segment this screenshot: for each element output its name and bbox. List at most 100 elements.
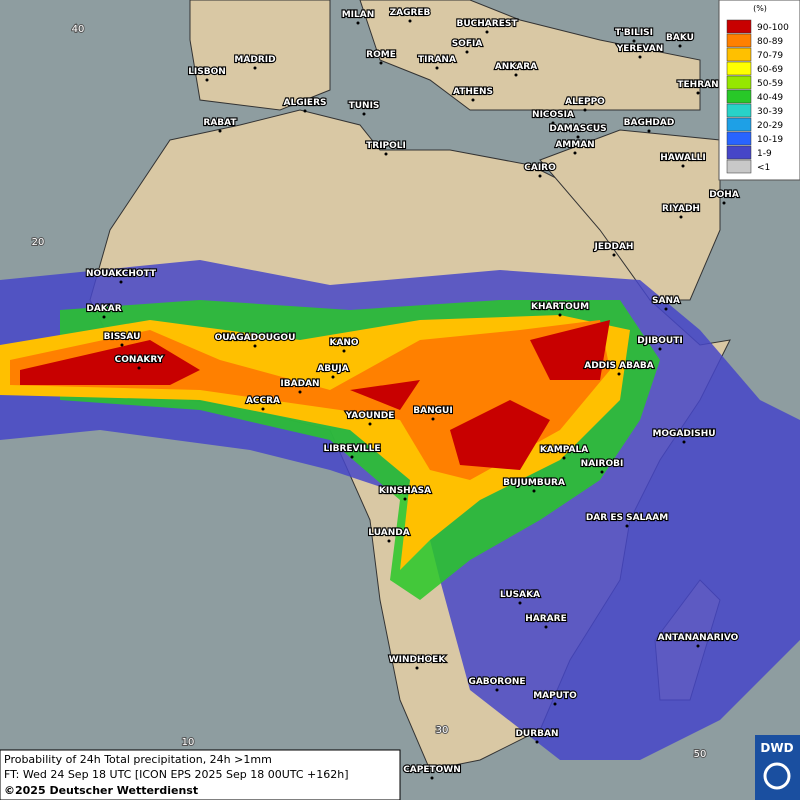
city-label: BUCHAREST: [457, 19, 519, 29]
city-label: ANTANANARIVO: [658, 633, 739, 643]
city-label: BUJUMBURA: [503, 478, 565, 488]
city-dot: [514, 73, 518, 77]
city-label: DAMASCUS: [549, 124, 606, 134]
city-label: ADDIS ABABA: [584, 361, 654, 371]
city-label: DAR ES SALAAM: [586, 513, 668, 523]
legend-swatch: [726, 33, 752, 48]
grid-label: 40: [72, 24, 85, 35]
legend-swatch: [726, 75, 752, 90]
city-label: SANA: [652, 296, 680, 306]
city-dot: [102, 315, 106, 319]
legend-swatch: [726, 117, 752, 132]
city-dot: [562, 456, 566, 460]
city-label: CAIRO: [524, 163, 556, 173]
city-dot: [218, 129, 222, 133]
city-dot: [544, 625, 548, 629]
city-dot: [647, 129, 651, 133]
city-label: MOGADISHU: [652, 429, 715, 439]
city-label: KINSHASA: [379, 486, 431, 496]
footer-line: FT: Wed 24 Sep 18 UTC [ICON EPS 2025 Sep…: [4, 768, 349, 781]
city-label: LUSAKA: [500, 590, 540, 600]
city-dot: [119, 280, 123, 284]
city-label: GABORONE: [468, 677, 525, 687]
city-label: DURBAN: [515, 729, 558, 739]
city-dot: [681, 164, 685, 168]
city-dot: [518, 601, 522, 605]
city-label: BAKU: [666, 33, 694, 43]
legend-label: 30-39: [757, 107, 783, 117]
city-label: MAPUTO: [533, 691, 577, 701]
city-label: KAMPALA: [540, 445, 588, 455]
city-label: TEHRAN: [677, 80, 718, 90]
city-dot: [350, 455, 354, 459]
legend-label: 80-89: [757, 37, 783, 47]
legend-label: 60-69: [757, 65, 783, 75]
city-label: JEDDAH: [594, 242, 634, 252]
city-label: BANGUI: [413, 406, 452, 416]
city-dot: [600, 470, 604, 474]
city-dot: [664, 307, 668, 311]
logo-icon: [763, 762, 791, 790]
grid-label: 20: [32, 237, 45, 248]
city-dot: [535, 740, 539, 744]
city-dot: [379, 61, 383, 65]
city-label: AMMAN: [555, 140, 594, 150]
city-dot: [583, 108, 587, 112]
city-label: RIYADH: [662, 204, 700, 214]
city-dot: [415, 666, 419, 670]
city-dot: [696, 644, 700, 648]
city-label: ANKARA: [495, 62, 537, 72]
city-dot: [298, 390, 302, 394]
city-label: KHARTOUM: [531, 302, 589, 312]
footer-line: Probability of 24h Total precipitation, …: [4, 753, 272, 766]
legend-swatch: [726, 103, 752, 118]
city-dot: [658, 347, 662, 351]
city-label: WINDHOEK: [389, 655, 447, 665]
precip-max: [20, 320, 610, 470]
city-label: NICOSIA: [532, 110, 574, 120]
city-dot: [632, 39, 636, 43]
grid-label: 10: [182, 737, 195, 748]
legend-swatch: [726, 19, 752, 34]
city-dot: [384, 152, 388, 156]
city-label: LISBON: [188, 67, 226, 77]
grid-label: 30: [436, 725, 449, 736]
city-label: ABUJA: [317, 364, 348, 374]
legend-swatch: [726, 145, 752, 160]
city-dot: [368, 422, 372, 426]
legend-label: 20-29: [757, 121, 783, 131]
city-dot: [465, 50, 469, 54]
city-dot: [638, 55, 642, 59]
city-dot: [435, 66, 439, 70]
legend-swatch: [726, 131, 752, 146]
city-dot: [261, 407, 265, 411]
city-label: OUAGADOUGOU: [215, 333, 296, 343]
city-label: CONAKRY: [115, 355, 164, 365]
legend-swatch: [726, 159, 752, 174]
city-label: NAIROBI: [581, 459, 624, 469]
city-label: KANO: [329, 338, 358, 348]
city-label: TRIPOLI: [366, 141, 406, 151]
city-label: LIBREVILLE: [324, 444, 381, 454]
legend-swatch: [726, 47, 752, 62]
city-label: TUNIS: [349, 101, 380, 111]
city-label: IBADAN: [280, 379, 319, 389]
city-dot: [625, 524, 629, 528]
city-dot: [617, 372, 621, 376]
city-dot: [678, 44, 682, 48]
city-dot: [495, 688, 499, 692]
city-dot: [551, 121, 555, 125]
legend-title: (%): [753, 4, 767, 13]
city-label: YEREVAN: [616, 44, 664, 54]
city-label: ATHENS: [453, 87, 493, 97]
city-label: MADRID: [234, 55, 275, 65]
city-dot: [253, 344, 257, 348]
city-label: ALGIERS: [284, 98, 327, 108]
city-label: LUANDA: [368, 528, 409, 538]
land: [189, 0, 701, 111]
legend-label: 50-59: [757, 79, 783, 89]
city-label: YAOUNDE: [345, 411, 395, 421]
footer-box: [0, 749, 401, 801]
city-dot: [362, 112, 366, 116]
